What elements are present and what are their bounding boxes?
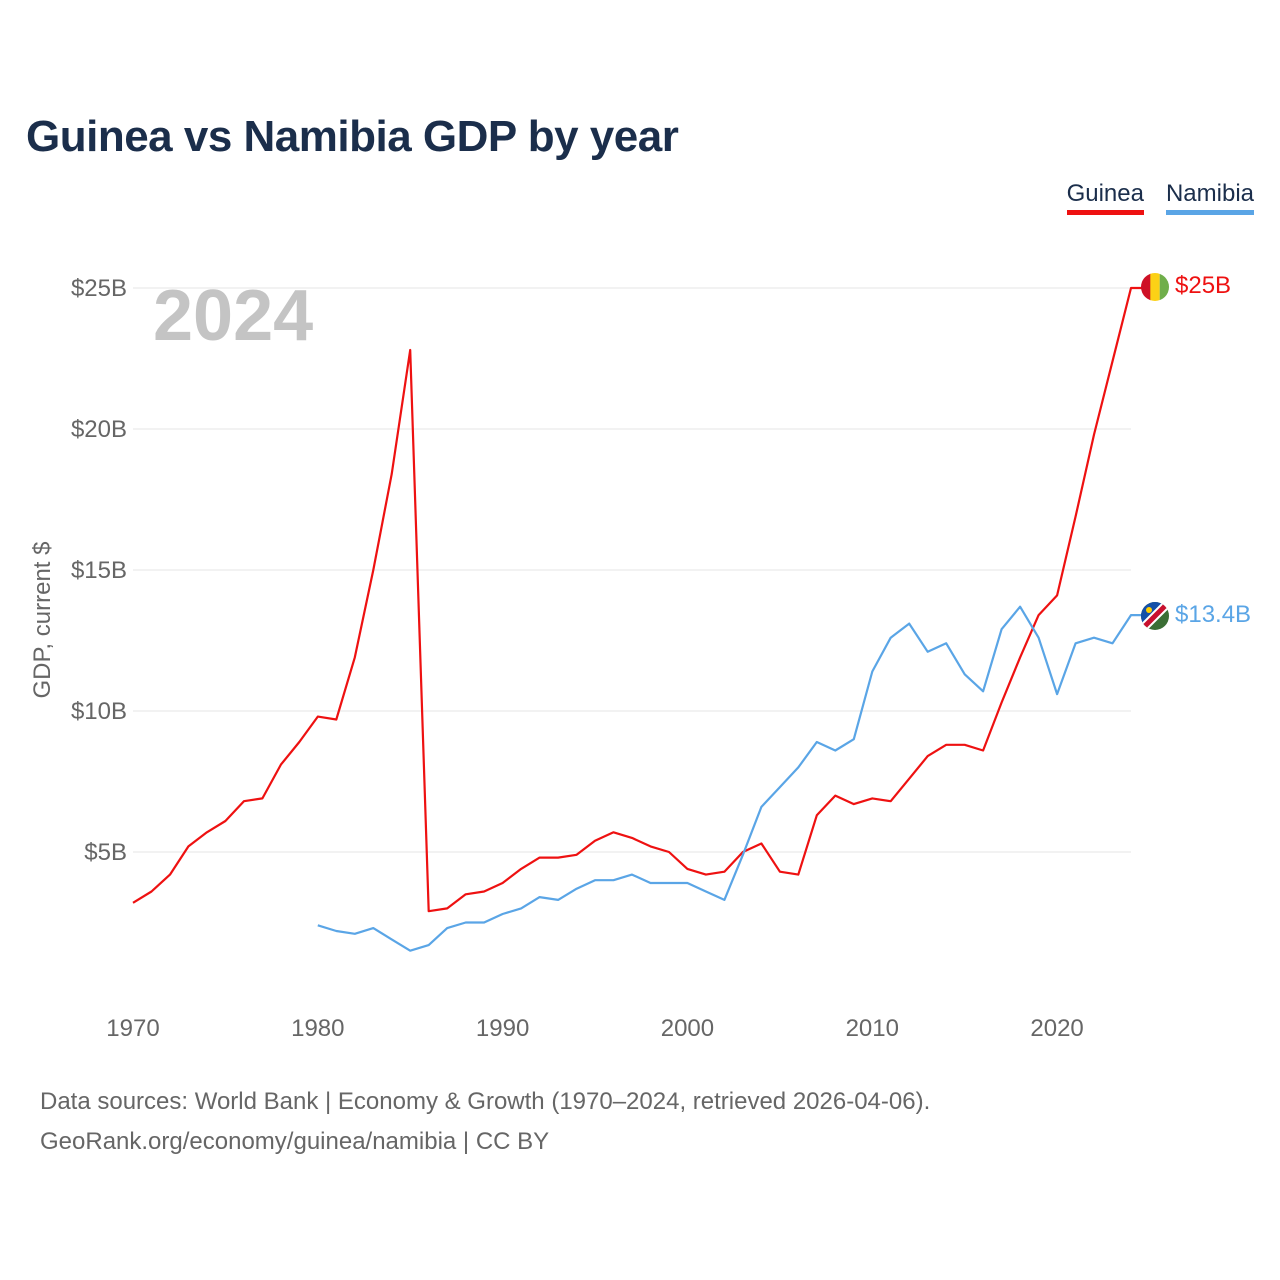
y-tick-label: $5B	[84, 839, 127, 866]
x-tick-label: 1980	[291, 1015, 344, 1042]
x-tick-label: 1970	[106, 1015, 159, 1042]
series-line-namibia	[317, 605, 1143, 952]
y-tick-label: $10B	[71, 698, 127, 725]
series-line-guinea	[132, 286, 1143, 913]
x-tick-label: 2010	[846, 1015, 899, 1042]
y-axis-ticks: $5B $10B $15B $20B $25B	[71, 275, 127, 866]
legend-item-namibia[interactable]: Namibia	[1165, 180, 1254, 215]
namibia-flag-icon	[1141, 602, 1169, 630]
footer: Data sources: World Bank | Economy & Gro…	[40, 1082, 930, 1162]
legend: Guinea Namibia	[1066, 180, 1254, 215]
x-axis-ticks: 1970 1980 1990 2000 2010 2020	[106, 1015, 1083, 1042]
x-tick-label: 2020	[1030, 1015, 1083, 1042]
end-label-namibia: $13.4B	[1175, 601, 1251, 628]
y-tick-label: $15B	[71, 557, 127, 584]
x-tick-label: 1990	[476, 1015, 529, 1042]
y-tick-label: $20B	[71, 416, 127, 443]
chart-title: Guinea vs Namibia GDP by year	[26, 112, 679, 161]
gridlines	[133, 287, 1131, 853]
guinea-flag-icon	[1141, 273, 1169, 301]
attribution-link[interactable]: GeoRank.org/economy/guinea/namibia | CC …	[40, 1128, 550, 1155]
legend-item-guinea[interactable]: Guinea	[1066, 180, 1144, 215]
y-axis-label: GDP, current $	[29, 542, 56, 699]
x-tick-label: 2000	[661, 1015, 714, 1042]
end-label-guinea: $25B	[1175, 272, 1231, 299]
series-lines	[132, 286, 1143, 952]
year-watermark: 2024	[153, 276, 313, 356]
y-tick-label: $25B	[71, 275, 127, 302]
data-source-note: Data sources: World Bank | Economy & Gro…	[40, 1088, 931, 1115]
